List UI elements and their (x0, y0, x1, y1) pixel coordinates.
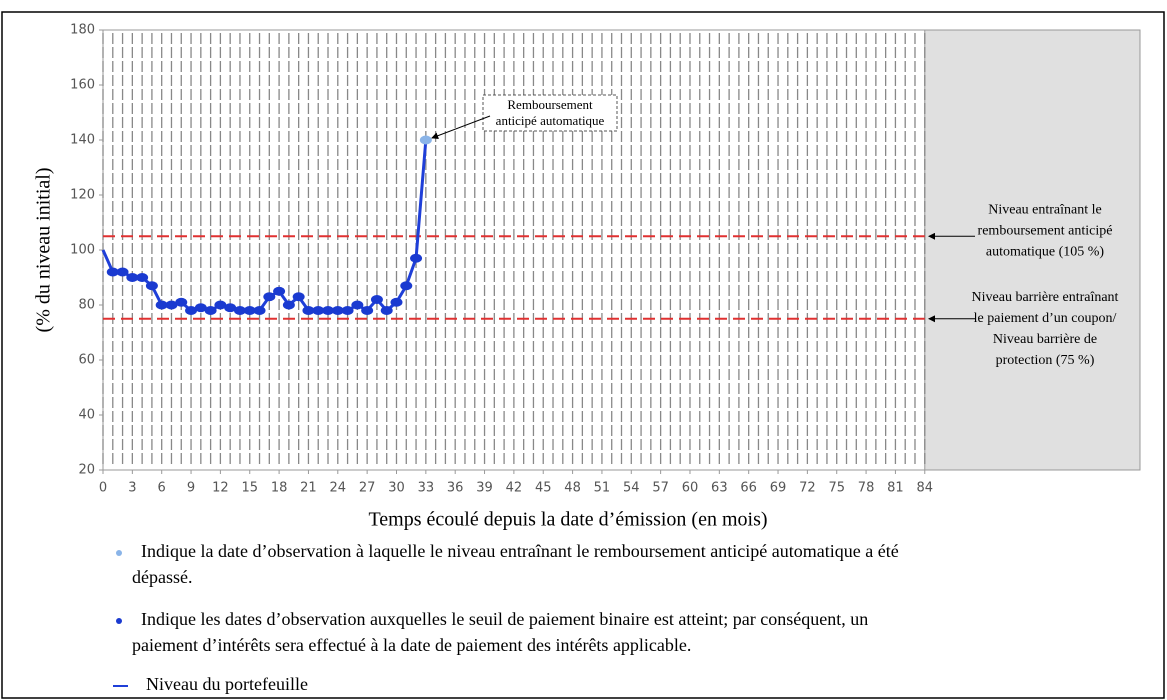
x-tick-label: 36 (447, 481, 464, 496)
x-tick-label: 3 (128, 481, 136, 496)
observation-marker (282, 300, 295, 310)
observation-marker (400, 281, 413, 291)
legend-text: Niveau du portefeuille (146, 674, 308, 694)
y-tick-label: 100 (70, 243, 95, 258)
observation-marker (165, 300, 178, 310)
x-tick-label: 54 (623, 481, 640, 496)
observation-marker (106, 267, 119, 277)
level-label: le paiement d’un coupon/ (974, 311, 1117, 326)
observation-marker (243, 306, 256, 315)
shaded-region (924, 29, 1141, 471)
x-tick-label: 78 (858, 481, 875, 496)
observation-marker (410, 253, 423, 263)
observation-marker (322, 306, 335, 315)
x-tick-label: 60 (682, 481, 699, 496)
annotation-box (482, 94, 618, 132)
observation-marker (253, 306, 266, 315)
x-tick-label: 6 (158, 481, 166, 496)
x-tick-label: 42 (506, 481, 523, 496)
y-axis-label: (% du niveau initial) (33, 168, 55, 333)
x-tick-label: 0 (99, 481, 107, 496)
x-tick-label: 57 (652, 481, 669, 496)
level-label: remboursement anticipé (978, 223, 1113, 238)
x-tick-label: 75 (828, 481, 845, 496)
legend-text: dépassé. (132, 567, 192, 587)
observation-marker (292, 292, 305, 302)
observation-marker (351, 300, 364, 310)
observation-marker (302, 306, 315, 315)
legend-text: Indique la date d’observation à laquelle… (141, 541, 899, 561)
x-tick-label: 27 (359, 481, 376, 496)
observation-marker (263, 292, 276, 302)
observation-marker (116, 267, 129, 277)
observation-marker (194, 303, 207, 313)
observation-marker (273, 286, 286, 296)
observation-marker (331, 306, 344, 315)
x-axis-label: Temps écoulé depuis la date d’émission (… (368, 509, 767, 531)
observation-marker (204, 306, 217, 315)
observation-marker (155, 300, 168, 310)
x-tick-label: 33 (418, 481, 435, 496)
y-tick-label: 60 (78, 353, 95, 368)
annotation-text: anticipé automatique (496, 113, 605, 128)
x-tick-label: 63 (711, 481, 728, 496)
annotation-arrow (431, 115, 491, 140)
x-tick-label: 15 (241, 481, 258, 496)
y-tick-label: 140 (70, 133, 95, 148)
observation-marker (419, 135, 432, 145)
observation-marker (136, 273, 149, 282)
x-tick-label: 72 (799, 481, 816, 496)
y-tick-label: 180 (70, 23, 95, 38)
x-tick-label: 9 (187, 481, 195, 496)
x-tick-label: 30 (388, 481, 405, 496)
level-label: protection (75 %) (996, 353, 1095, 368)
observation-marker (390, 297, 403, 307)
x-tick-label: 66 (740, 481, 757, 496)
observation-marker (312, 306, 325, 315)
observation-marker (185, 306, 198, 315)
x-tick-label: 84 (917, 481, 934, 496)
observation-marker (224, 303, 237, 313)
portfolio-line (101, 139, 428, 313)
x-tick-label: 21 (300, 481, 317, 496)
x-tick-label: 39 (476, 481, 493, 496)
x-tick-label: 45 (535, 481, 552, 496)
observation-marker (175, 297, 188, 307)
frame (1, 11, 1165, 699)
x-tick-label: 81 (887, 481, 904, 496)
observation-marker (341, 306, 354, 315)
x-tick-label: 12 (212, 481, 229, 496)
x-tick-label: 51 (594, 481, 611, 496)
observation-marker (145, 281, 158, 291)
x-tick-label: 18 (271, 481, 288, 496)
observation-marker (361, 306, 374, 315)
x-tick-label: 48 (564, 481, 581, 496)
x-tick-label: 24 (330, 481, 347, 496)
observation-marker (233, 306, 246, 315)
level-label: Niveau entraînant le (988, 202, 1102, 217)
x-tick-label: 69 (770, 481, 787, 496)
observation-marker (380, 306, 393, 315)
y-tick-label: 40 (78, 408, 95, 423)
y-tick-label: 160 (70, 78, 95, 93)
y-tick-label: 80 (78, 298, 95, 313)
legend-text: paiement d’intérêts sera effectué à la d… (132, 635, 691, 655)
observation-marker (214, 300, 227, 310)
legend-marker (116, 550, 122, 556)
y-tick-label: 120 (70, 188, 95, 203)
level-label: Niveau barrière entraînant (972, 290, 1119, 305)
level-label: automatique (105 %) (986, 244, 1105, 259)
observation-marker (126, 273, 139, 282)
annotation-text: Remboursement (507, 97, 593, 112)
level-label: Niveau barrière de (993, 332, 1097, 347)
legend-text: Indique les dates d’observation auxquell… (141, 609, 868, 629)
observation-marker (370, 295, 383, 304)
y-tick-label: 20 (78, 463, 95, 478)
legend-marker (116, 618, 122, 624)
